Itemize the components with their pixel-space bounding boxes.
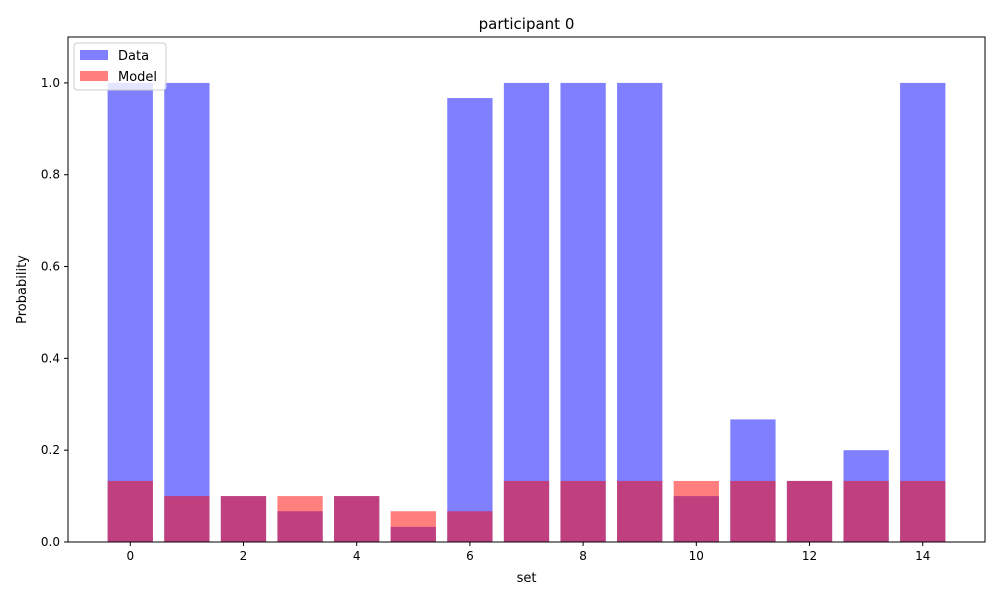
bar-data-14 (900, 82, 946, 542)
x-tick-label: 8 (579, 549, 587, 563)
bar-model-1 (164, 496, 210, 542)
bar-data-7 (503, 82, 550, 542)
bar-model-13 (843, 480, 889, 542)
legend-label-model: Model (118, 70, 157, 85)
x-tick-label: 0 (126, 549, 134, 563)
y-tick-label: 0.4 (41, 351, 60, 365)
x-tick-label: 6 (466, 549, 474, 563)
bar-model-3 (277, 496, 323, 542)
legend-swatch-model (80, 71, 108, 81)
y-tick-label: 1.0 (41, 76, 60, 90)
bar-model-2 (220, 496, 267, 542)
legend-swatch-data (80, 50, 108, 60)
bar-model-6 (447, 511, 493, 542)
bar-data-9 (617, 82, 663, 542)
bar-model-0 (107, 480, 153, 542)
bar-model-7 (503, 480, 550, 542)
bar-model-4 (334, 496, 380, 542)
x-tick-label: 4 (353, 549, 361, 563)
bar-model-11 (730, 480, 776, 542)
bar-data-1 (164, 82, 210, 542)
bar-model-5 (390, 511, 436, 542)
bar-model-10 (673, 480, 719, 542)
y-tick-label: 0.2 (41, 443, 60, 457)
x-tick-label: 12 (802, 549, 817, 563)
x-tick-label: 2 (240, 549, 248, 563)
y-axis-label: Probability (15, 255, 30, 324)
legend-label-data: Data (118, 49, 149, 64)
y-axis-ticks: 0.0 0.2 0.4 0.6 0.8 1.0 (41, 76, 68, 549)
bar-data-8 (560, 82, 606, 542)
bar-data-0 (107, 82, 153, 542)
bar-model-14 (900, 480, 946, 542)
y-tick-label: 0.0 (41, 535, 60, 549)
bar-model-12 (786, 480, 833, 542)
chart-title: participant 0 (479, 15, 575, 33)
y-tick-label: 0.8 (41, 168, 60, 182)
x-tick-label: 14 (915, 549, 930, 563)
plot-frame (67, 36, 986, 543)
legend: Data Model (73, 42, 167, 91)
x-axis-label: set (517, 571, 537, 586)
bars-layer (107, 82, 946, 543)
x-tick-label: 10 (689, 549, 704, 563)
bar-model-8 (560, 480, 606, 542)
bar-model-9 (617, 480, 663, 542)
x-axis-ticks: 0 2 4 6 8 10 12 14 (126, 542, 930, 563)
bar-data-6 (447, 98, 493, 543)
y-tick-label: 0.6 (41, 260, 60, 274)
